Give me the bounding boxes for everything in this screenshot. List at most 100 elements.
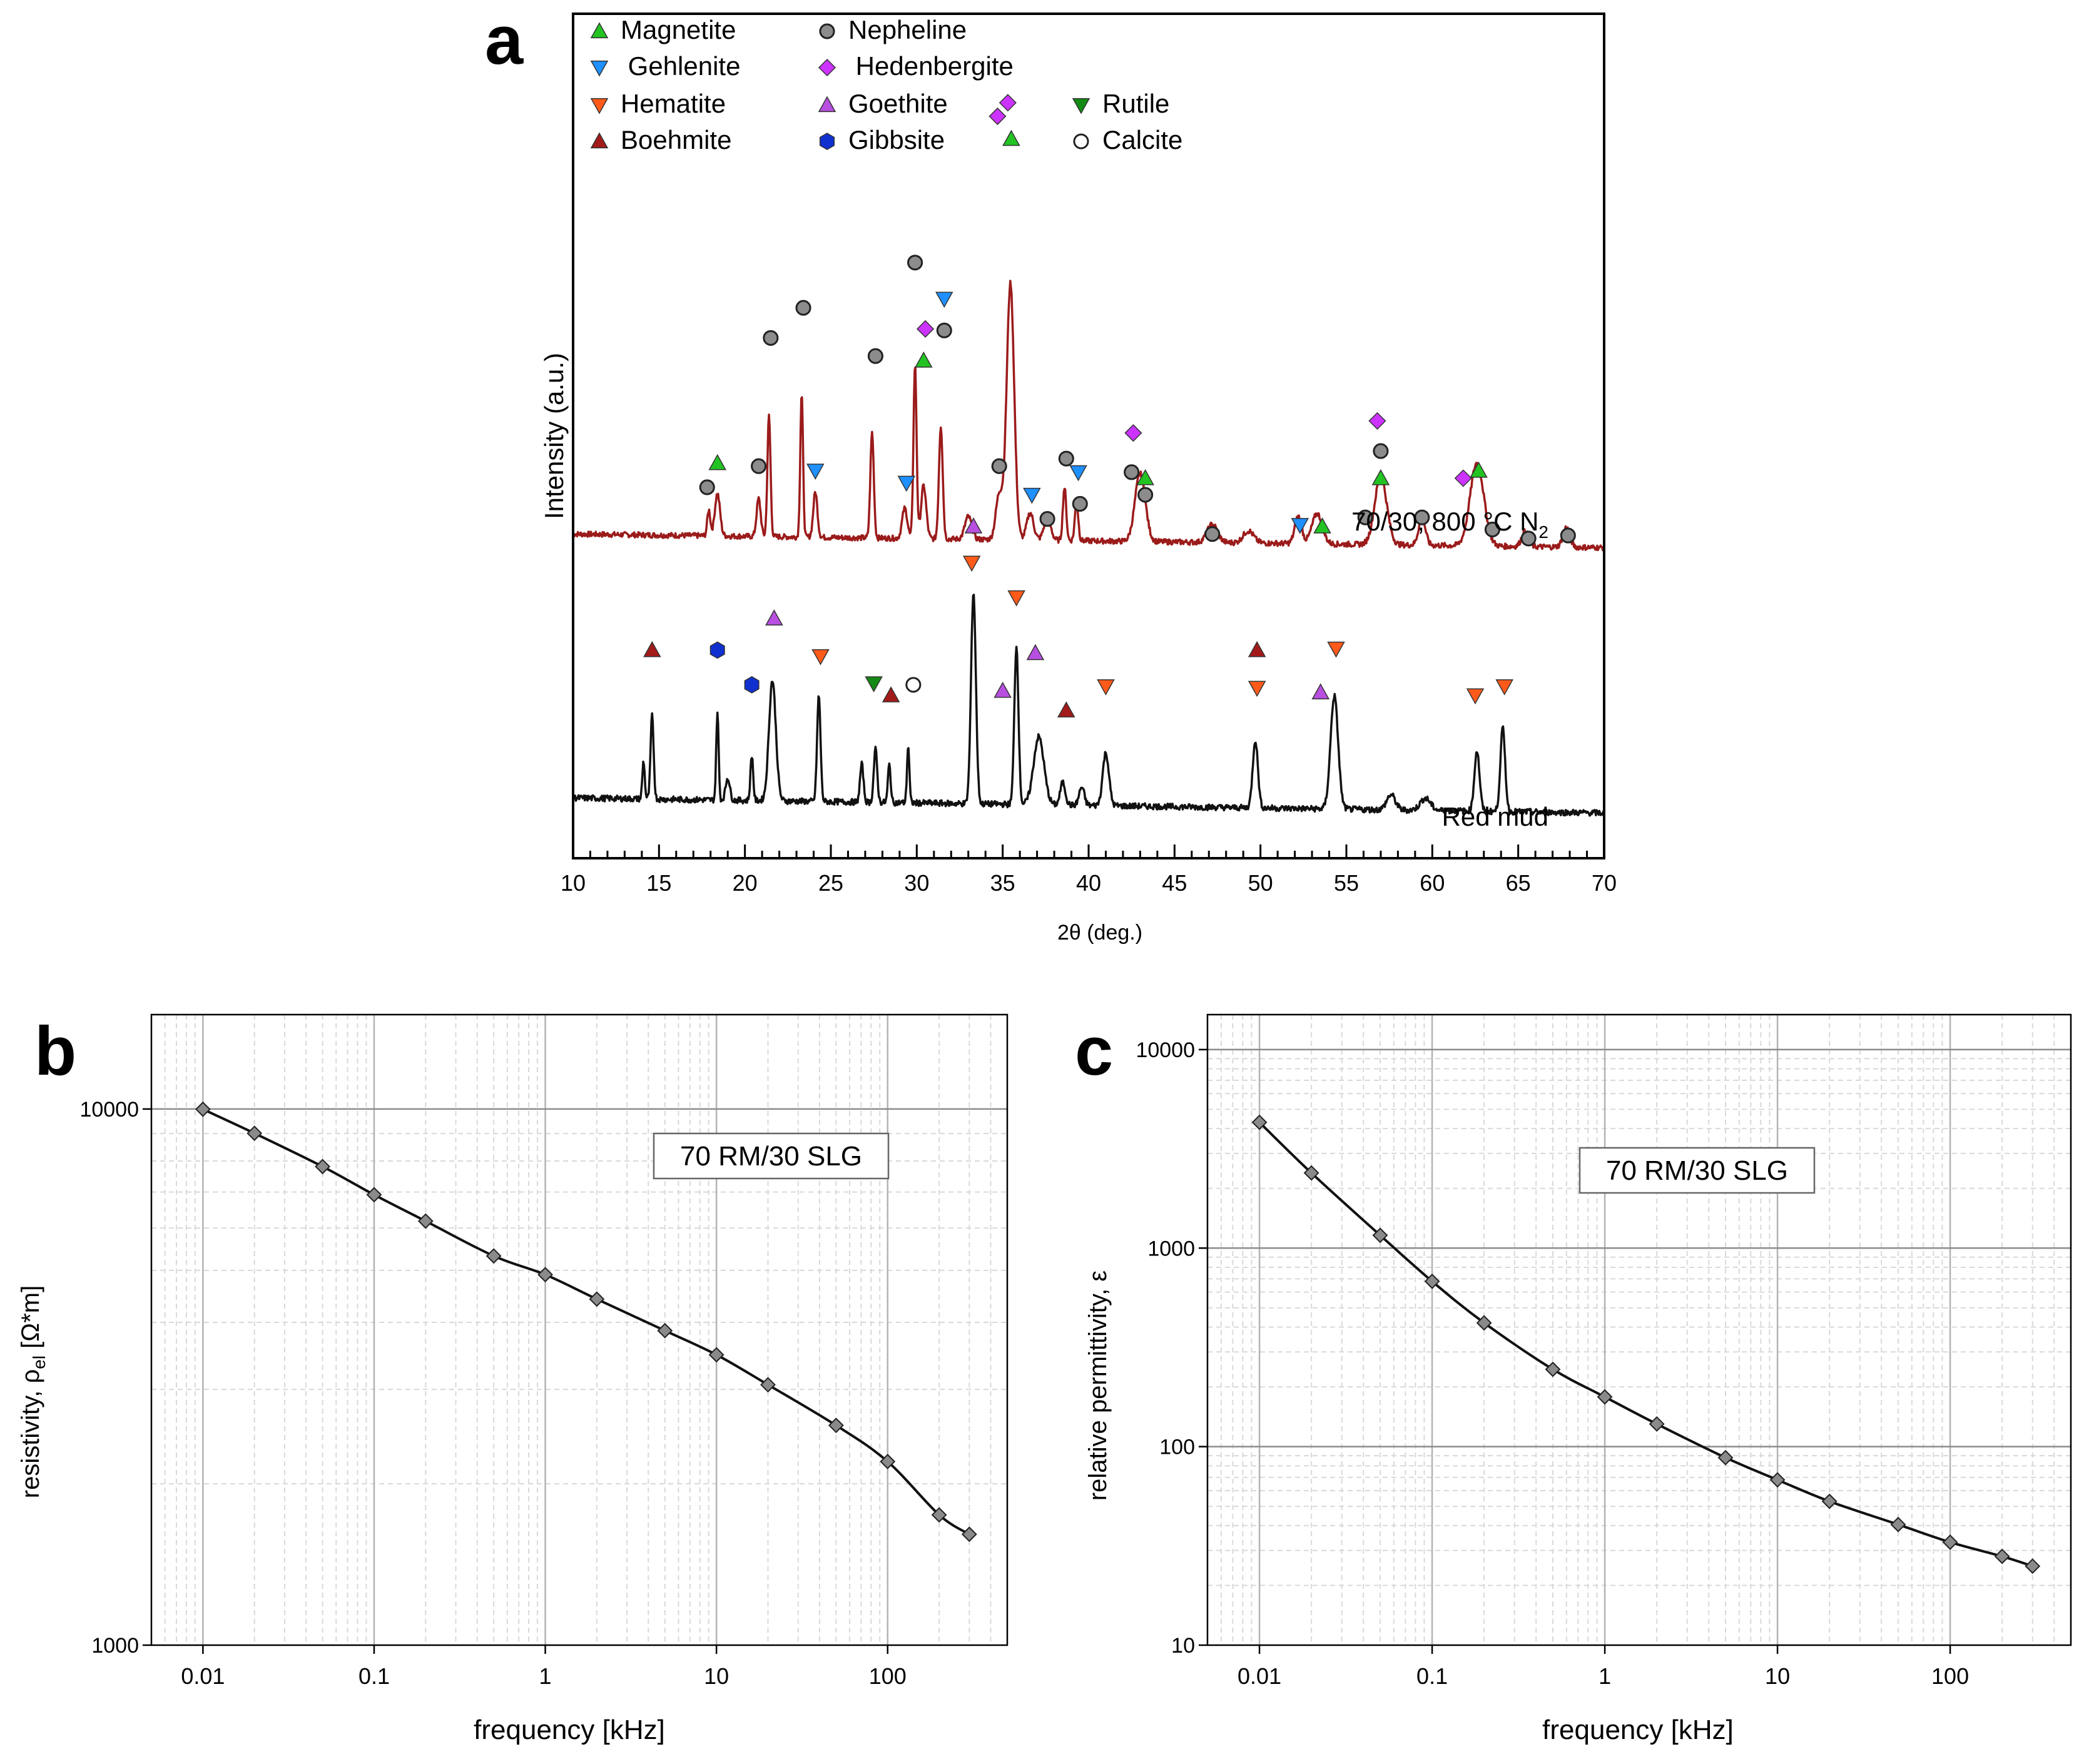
phase-marker-gehlenite: [806, 464, 825, 480]
x-tick-label: 100: [1931, 1663, 1969, 1689]
phase-marker-hedenbergite: [1124, 424, 1142, 442]
data-point: [417, 1213, 434, 1229]
data-point: [1251, 1114, 1268, 1130]
phase-marker-nepheline: [1520, 530, 1537, 547]
phase-marker-boehmite: [1057, 701, 1075, 717]
data-point: [961, 1526, 977, 1543]
phase-marker-goethite: [1026, 644, 1045, 661]
x-tick-label: 0.01: [1238, 1663, 1281, 1689]
legend-label: Magnetite: [621, 15, 736, 44]
data-point: [1424, 1273, 1440, 1289]
phase-marker-hematite: [811, 649, 830, 666]
data-point: [880, 1454, 896, 1469]
phase-marker-nepheline: [1414, 509, 1430, 525]
y-tick-label: 1000: [91, 1634, 139, 1658]
resistivity-x-axis-label: frequency [kHz]: [474, 1715, 665, 1745]
phase-marker-hematite: [962, 555, 981, 572]
y-tick-label: 10000: [79, 1098, 139, 1122]
phase-marker-hematite: [1466, 688, 1485, 705]
x-tick-label: 0.01: [181, 1663, 225, 1689]
data-point: [708, 1347, 724, 1363]
phase-legend: Magnetite Nepheline Gehlenite Hedenbergit…: [590, 15, 1182, 155]
phase-marker-gibbsite: [709, 641, 725, 659]
phase-marker-magnetite: [1470, 461, 1488, 478]
phase-marker-gibbsite: [744, 676, 760, 694]
y-tick-label: 10000: [1136, 1038, 1195, 1062]
phase-marker-nepheline: [763, 330, 779, 346]
legend-marker-calcite: [1073, 133, 1089, 150]
phase-marker-goethite: [994, 681, 1012, 698]
legend-marker-hedenbergite: [818, 58, 836, 77]
xrd-series-line-0: [572, 280, 1605, 552]
phase-marker-nepheline: [1039, 511, 1055, 527]
series-label-red-mud: Red mud: [1442, 802, 1548, 831]
phase-marker-gehlenite: [935, 291, 953, 308]
data-point: [657, 1322, 673, 1339]
x-tick-label: 0.1: [358, 1663, 390, 1689]
phase-marker-nepheline: [1357, 509, 1373, 525]
phase-marker-hematite: [1007, 590, 1025, 607]
series-label-70-30: 70/30, 800 °C N2: [1351, 507, 1548, 542]
phase-marker-nepheline: [907, 255, 923, 271]
x-tick-label: 10: [704, 1663, 729, 1689]
phase-marker-nepheline: [936, 322, 952, 338]
x-tick-label: 20: [733, 870, 758, 896]
data-point: [315, 1158, 331, 1175]
x-tick-label: 65: [1506, 870, 1531, 896]
legend-label: Boehmite: [621, 125, 731, 155]
phase-marker-magnetite: [1136, 469, 1154, 485]
legend-marker-magnetite: [590, 22, 609, 39]
phase-marker-nepheline: [1204, 526, 1221, 542]
data-point: [828, 1417, 844, 1434]
phase-marker-boehmite: [643, 641, 661, 657]
x-tick-label: 55: [1334, 870, 1359, 896]
legend-label: Hedenbergite: [848, 51, 1014, 81]
plot-frame: [1206, 1013, 2072, 1646]
x-tick-label: 70: [1592, 870, 1617, 896]
phase-marker-nepheline: [867, 348, 883, 364]
phase-marker-hematite: [1495, 679, 1513, 696]
phase-marker-hematite: [1327, 641, 1345, 658]
x-tick-label: 15: [646, 870, 671, 896]
data-point: [366, 1187, 382, 1203]
data-point: [1545, 1361, 1561, 1377]
x-tick-label: 50: [1248, 870, 1273, 896]
x-tick-label: 10: [561, 870, 586, 896]
phase-marker-nepheline: [1058, 450, 1074, 467]
legend-marker-goethite: [818, 96, 836, 113]
chart-title: 70 RM/30 SLG: [1606, 1155, 1788, 1186]
data-point: [1597, 1389, 1613, 1405]
phase-marker-rutile: [865, 676, 883, 692]
phase-marker-magnetite: [915, 351, 933, 368]
resistivity-chart-panel: b 0.01 0.1 1 10 100 1000 10000 70 RM/30 SLG fre…: [17, 1013, 1009, 1745]
chart-title-box: [653, 1132, 890, 1180]
phase-marker-nepheline: [751, 458, 767, 474]
x-tick-label: 60: [1420, 870, 1445, 896]
permittivity-chart-panel: c 0.01 0.1 1 10 100 10 100 1000 10000 70 RM/30 SL…: [1075, 1013, 2072, 1745]
legend-label: Rutile: [1102, 89, 1169, 118]
phase-marker-hedenbergite: [999, 94, 1017, 112]
phase-marker-magnetite: [1002, 129, 1020, 146]
data-point: [931, 1507, 947, 1523]
permittivity-y-axis-label: relative permittivity, ε: [1084, 1270, 1112, 1501]
x-tick-label: 45: [1162, 870, 1187, 896]
data-point: [1372, 1227, 1388, 1244]
panel-label-a: a: [485, 2, 524, 79]
legend-label: Hematite: [621, 89, 726, 118]
plot-frame: [150, 1013, 1009, 1646]
chart-title: 70 RM/30 SLG: [680, 1141, 862, 1172]
phase-marker-hematite: [1248, 681, 1266, 697]
phase-marker-gehlenite: [1069, 465, 1087, 482]
legend-marker-gibbsite: [819, 133, 835, 150]
phase-marker-nepheline: [699, 479, 715, 495]
x-tick-label: 1: [539, 1663, 552, 1689]
data-point: [1476, 1315, 1492, 1331]
phase-marker-hedenbergite: [917, 320, 935, 338]
phase-marker-hematite: [1097, 679, 1115, 696]
phase-marker-nepheline: [1124, 464, 1140, 480]
y-tick-label: 10: [1171, 1634, 1195, 1658]
phase-marker-nepheline: [1072, 495, 1088, 512]
data-point: [1303, 1165, 1319, 1181]
legend-marker-gehlenite: [590, 60, 609, 77]
